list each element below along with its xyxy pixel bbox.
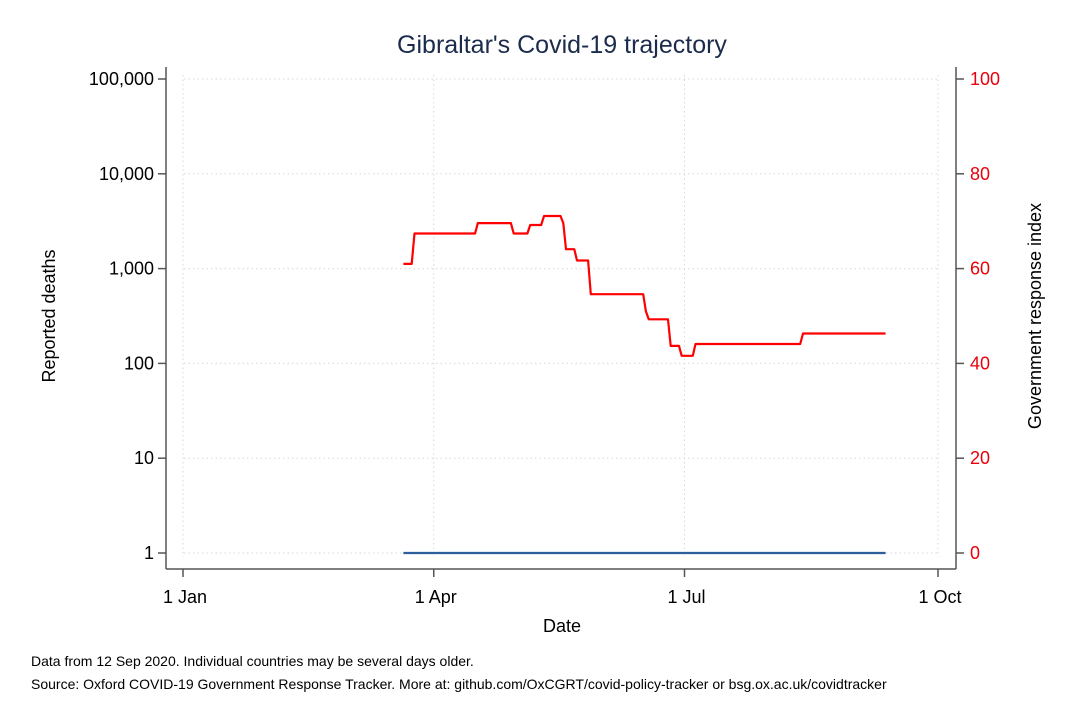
left-axis-label: Reported deaths	[39, 249, 59, 382]
series-layer	[403, 214, 886, 555]
right-tick-label: 40	[970, 353, 990, 373]
x-axis-ticks: 1 Jan 1 Apr 1 Jul 1 Oct	[163, 569, 962, 607]
footnote-data-date: Data from 12 Sep 2020. Individual countr…	[31, 653, 474, 669]
right-axis-label: Government response index	[1025, 203, 1045, 429]
left-tick-label: 100	[124, 353, 154, 373]
left-tick-label: 10,000	[99, 164, 154, 184]
right-tick-label: 100	[970, 69, 1000, 89]
x-axis-label: Date	[543, 616, 581, 636]
left-tick-label: 100,000	[89, 69, 154, 89]
grid	[182, 75, 939, 557]
right-tick-label: 80	[970, 164, 990, 184]
right-axis-ticks: 0 20 40 60 80 100	[956, 69, 1000, 563]
x-tick-label: 1 Apr	[415, 587, 457, 607]
x-tick-label: 1 Oct	[918, 587, 961, 607]
right-tick-label: 20	[970, 448, 990, 468]
chart-title: Gibraltar's Covid-19 trajectory	[397, 31, 727, 59]
left-axis-ticks: 1 10 100 1,000 10,000 100,000	[89, 69, 166, 563]
left-tick-label: 10	[134, 448, 154, 468]
axes	[165, 67, 957, 570]
government-response-index-line	[403, 214, 886, 357]
x-tick-label: 1 Jul	[667, 587, 705, 607]
x-tick-label: 1 Jan	[163, 587, 207, 607]
footnote-source: Source: Oxford COVID-19 Government Respo…	[31, 676, 887, 692]
right-tick-label: 0	[970, 543, 980, 563]
left-tick-label: 1,000	[109, 259, 154, 279]
left-tick-label: 1	[144, 543, 154, 563]
right-tick-label: 60	[970, 259, 990, 279]
